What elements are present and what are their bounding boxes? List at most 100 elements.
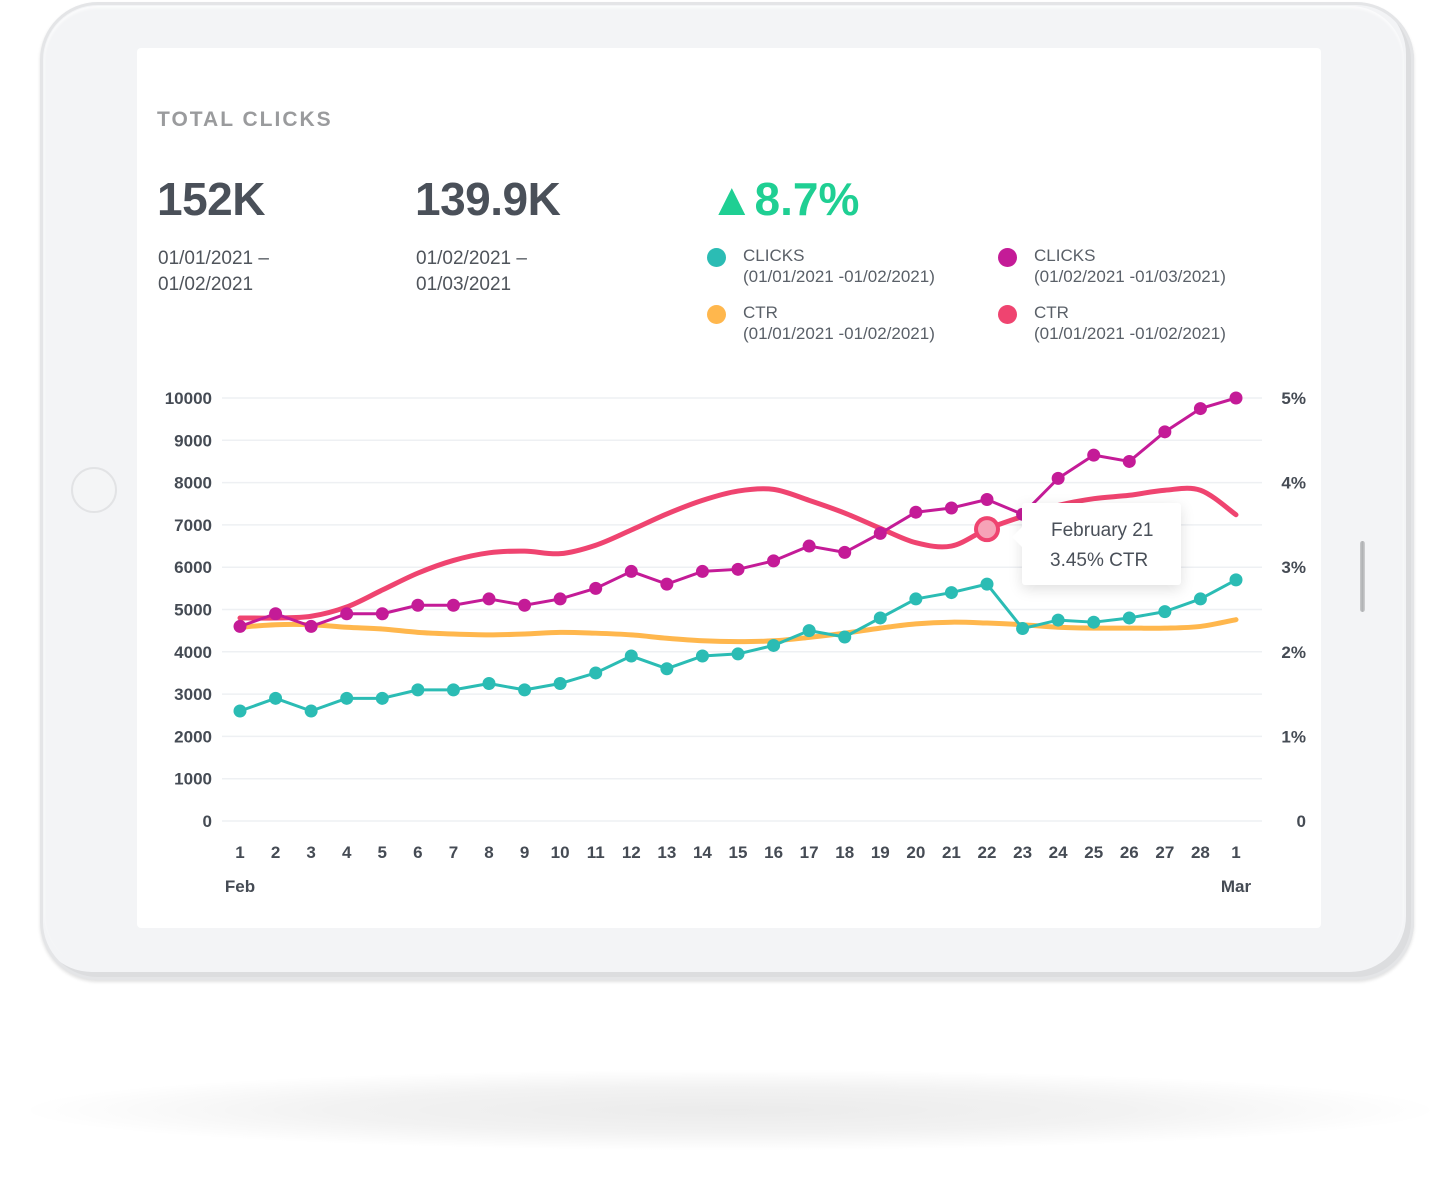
data-point[interactable]: [767, 554, 781, 568]
data-point[interactable]: [269, 691, 283, 705]
data-point[interactable]: [873, 526, 887, 540]
y-right-tick-label: 5%: [1281, 389, 1306, 408]
side-button[interactable]: [1360, 541, 1365, 612]
data-point[interactable]: [944, 586, 958, 600]
data-point[interactable]: [1158, 425, 1172, 439]
data-point[interactable]: [695, 649, 709, 663]
data-point[interactable]: [731, 647, 745, 661]
x-tick-label: 13: [657, 843, 676, 862]
x-tick-label: 10: [551, 843, 570, 862]
data-point[interactable]: [1229, 573, 1243, 587]
data-point[interactable]: [1122, 454, 1136, 468]
data-point[interactable]: [980, 493, 994, 507]
data-point[interactable]: [340, 691, 354, 705]
legend-label: CTR: [1034, 303, 1069, 322]
data-point[interactable]: [767, 638, 781, 652]
data-point[interactable]: [802, 624, 816, 638]
y-left-tick-label: 5000: [174, 601, 212, 620]
x-group-label-end: Mar: [1221, 877, 1252, 896]
home-button[interactable]: [71, 467, 117, 513]
legend-item[interactable]: CTR (01/01/2021 -01/02/2021): [707, 302, 935, 344]
data-point[interactable]: [482, 592, 496, 606]
chart-tooltip: February 21 3.45% CTR: [1012, 503, 1181, 585]
x-tick-label: 18: [835, 843, 854, 862]
data-point[interactable]: [589, 581, 603, 595]
y-left-tick-label: 4000: [174, 643, 212, 662]
data-point[interactable]: [1122, 611, 1136, 625]
x-tick-label: 1: [1231, 843, 1240, 862]
x-tick-label: 7: [449, 843, 458, 862]
data-point[interactable]: [624, 649, 638, 663]
data-point[interactable]: [233, 704, 247, 718]
y-left-tick-label: 10000: [165, 389, 212, 408]
data-point[interactable]: [695, 564, 709, 578]
data-point[interactable]: [660, 577, 674, 591]
data-point[interactable]: [1229, 391, 1243, 405]
data-point[interactable]: [411, 683, 425, 697]
data-point[interactable]: [1087, 615, 1101, 629]
data-point[interactable]: [411, 598, 425, 612]
dashboard-card: [137, 48, 1321, 928]
data-point[interactable]: [1016, 622, 1030, 636]
x-tick-label: 8: [484, 843, 493, 862]
x-tick-label: 16: [764, 843, 783, 862]
data-point[interactable]: [233, 619, 247, 633]
data-point[interactable]: [446, 598, 460, 612]
stat-range-start: 01/02/2021 –: [416, 248, 527, 269]
data-point[interactable]: [375, 607, 389, 621]
data-point[interactable]: [802, 539, 816, 553]
data-point[interactable]: [1158, 605, 1172, 619]
data-point[interactable]: [518, 683, 532, 697]
stat-value-current: 152K: [157, 173, 265, 225]
data-point[interactable]: [553, 592, 567, 606]
legend-item[interactable]: CLICKS (01/01/2021 -01/02/2021): [707, 245, 935, 287]
clicks-line: [239, 578, 1237, 713]
x-tick-label: 28: [1191, 843, 1210, 862]
data-point[interactable]: [518, 598, 532, 612]
data-point[interactable]: [1193, 592, 1207, 606]
data-point[interactable]: [944, 501, 958, 515]
data-point[interactable]: [269, 607, 283, 621]
legend-dot-icon: [707, 305, 726, 324]
legend-item[interactable]: CLICKS (01/02/2021 -01/03/2021): [998, 245, 1226, 287]
legend-dot-icon: [998, 248, 1017, 267]
y-right-tick-label: 4%: [1281, 474, 1306, 493]
data-point[interactable]: [1051, 613, 1065, 627]
highlighted-point[interactable]: [974, 516, 1000, 543]
data-point[interactable]: [589, 666, 603, 680]
data-point[interactable]: [838, 545, 852, 559]
x-tick-label: 24: [1049, 843, 1068, 862]
data-point[interactable]: [482, 677, 496, 691]
change-percentage: ▲8.7%: [709, 173, 860, 225]
data-point[interactable]: [304, 704, 318, 718]
stat-value-previous: 139.9K: [415, 173, 561, 225]
data-point[interactable]: [980, 577, 994, 591]
y-right-tick-label: 1%: [1281, 727, 1306, 746]
y-left-tick-label: 8000: [174, 474, 212, 493]
x-tick-label: 22: [978, 843, 997, 862]
x-tick-label: 15: [729, 843, 748, 862]
data-point[interactable]: [624, 564, 638, 578]
data-point[interactable]: [446, 683, 460, 697]
data-point[interactable]: [660, 662, 674, 676]
data-point[interactable]: [909, 505, 923, 519]
data-point[interactable]: [553, 677, 567, 691]
data-point[interactable]: [1087, 448, 1101, 462]
legend-item[interactable]: CTR (01/01/2021 -01/02/2021): [998, 302, 1226, 344]
y-left-tick-label: 6000: [174, 558, 212, 577]
y-left-tick-label: 7000: [174, 516, 212, 535]
data-point[interactable]: [1193, 402, 1207, 416]
data-point[interactable]: [1051, 471, 1065, 485]
data-point[interactable]: [838, 630, 852, 644]
data-point[interactable]: [340, 607, 354, 621]
data-point[interactable]: [731, 562, 745, 576]
y-axis-right: 0 1% 2% 3% 4% 5%: [1281, 389, 1306, 831]
y-left-tick-label: 2000: [174, 727, 212, 746]
y-left-tick-label: 9000: [174, 431, 212, 450]
data-point[interactable]: [304, 619, 318, 633]
x-tick-label: 14: [693, 843, 712, 862]
y-axis-left: 0 1000 2000 3000 4000 5000 6000 7000 8000 9000 100…: [165, 389, 212, 831]
data-point[interactable]: [909, 592, 923, 606]
data-point[interactable]: [375, 691, 389, 705]
data-point[interactable]: [873, 611, 887, 625]
